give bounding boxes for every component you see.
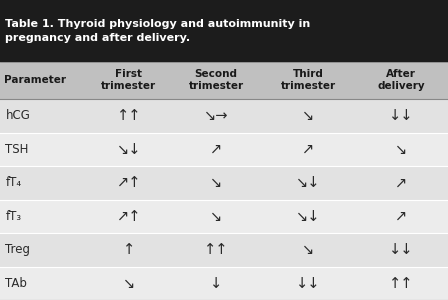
Text: ↓↓: ↓↓ xyxy=(296,276,320,291)
Text: ↗: ↗ xyxy=(395,175,407,190)
Text: TSH: TSH xyxy=(5,143,29,156)
Text: ↑: ↑ xyxy=(123,242,135,257)
FancyBboxPatch shape xyxy=(0,99,448,133)
FancyBboxPatch shape xyxy=(0,0,448,61)
Text: ↑↑: ↑↑ xyxy=(116,108,141,123)
Text: Third
trimester: Third trimester xyxy=(280,69,336,91)
Text: ↘↓: ↘↓ xyxy=(296,209,320,224)
Text: Treg: Treg xyxy=(5,243,30,256)
FancyBboxPatch shape xyxy=(0,233,448,266)
Text: ↘↓: ↘↓ xyxy=(296,175,320,190)
Text: TAb: TAb xyxy=(5,277,27,290)
Text: ↗: ↗ xyxy=(302,142,314,157)
Text: hCG: hCG xyxy=(5,109,30,122)
Text: ↓↓: ↓↓ xyxy=(389,108,413,123)
Text: ↑↑: ↑↑ xyxy=(389,276,413,291)
Text: ↘: ↘ xyxy=(302,108,314,123)
FancyBboxPatch shape xyxy=(0,200,448,233)
Text: ↘: ↘ xyxy=(395,142,407,157)
Text: Second
trimester: Second trimester xyxy=(189,69,244,91)
Text: fT₄: fT₄ xyxy=(5,176,22,189)
Text: ↗↑: ↗↑ xyxy=(116,175,141,190)
Text: ↘: ↘ xyxy=(210,175,222,190)
Text: ↘→: ↘→ xyxy=(204,108,228,123)
FancyBboxPatch shape xyxy=(0,133,448,166)
Text: ↓↓: ↓↓ xyxy=(389,242,413,257)
Text: ↓: ↓ xyxy=(210,276,222,291)
Text: ↑↑: ↑↑ xyxy=(204,242,228,257)
FancyBboxPatch shape xyxy=(0,266,448,300)
Text: First
trimester: First trimester xyxy=(101,69,156,91)
Text: Table 1. Thyroid physiology and autoimmunity in
pregnancy and after delivery.: Table 1. Thyroid physiology and autoimmu… xyxy=(5,19,310,43)
FancyBboxPatch shape xyxy=(0,61,448,99)
Text: fT₃: fT₃ xyxy=(5,210,22,223)
Text: ↗: ↗ xyxy=(210,142,222,157)
FancyBboxPatch shape xyxy=(0,166,448,200)
Text: ↘: ↘ xyxy=(123,276,135,291)
Text: ↗↑: ↗↑ xyxy=(116,209,141,224)
Text: ↘: ↘ xyxy=(210,209,222,224)
Text: ↘↓: ↘↓ xyxy=(116,142,141,157)
Text: Parameter: Parameter xyxy=(4,75,66,85)
Text: ↗: ↗ xyxy=(395,209,407,224)
Text: ↘: ↘ xyxy=(302,242,314,257)
Text: After
delivery: After delivery xyxy=(377,69,425,91)
